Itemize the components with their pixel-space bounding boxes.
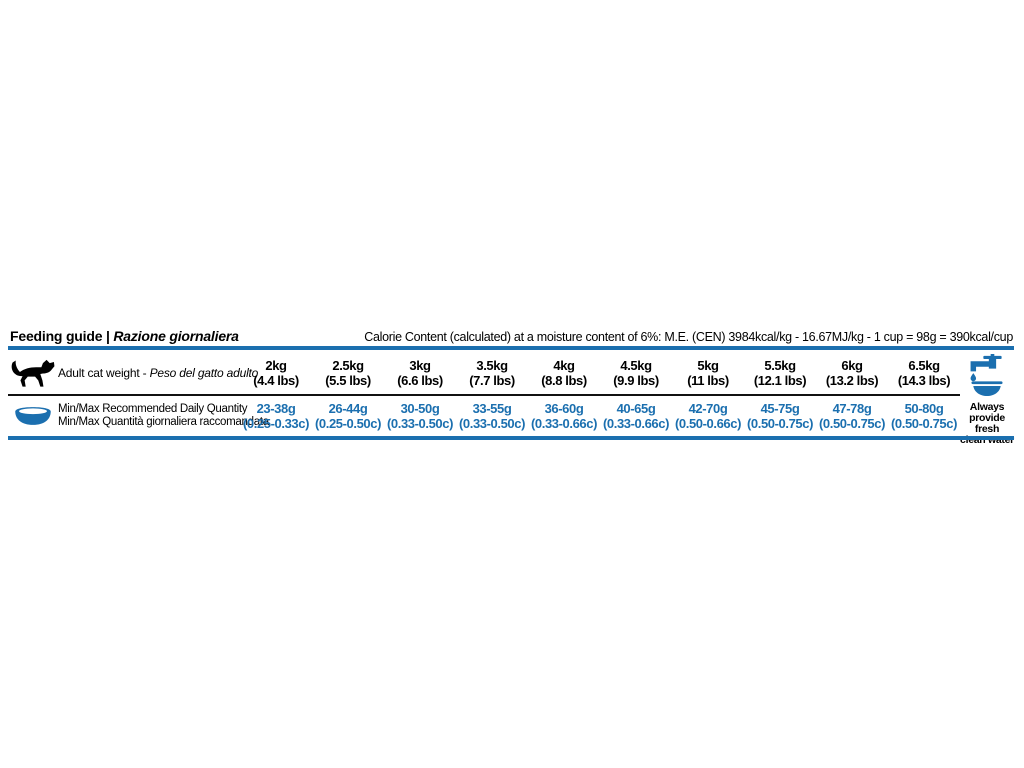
title-italian: Razione giornaliera: [113, 328, 239, 344]
quantity-cell: 47-78g (0.50-0.75c): [818, 400, 886, 432]
row-divider-line: [8, 394, 960, 396]
quantity-label-line1: Min/Max Recommended Daily Quantity: [58, 402, 248, 415]
quantity-cell: 23-38g (0.25-0.33c): [242, 400, 310, 432]
food-bowl-icon: [8, 405, 58, 427]
quantity-label-line2-italic: Quantità giornaliera raccomandata: [102, 416, 269, 428]
table-bottom-line: [8, 436, 1014, 440]
weight-cell: 3.5kg (7.7 lbs): [469, 357, 515, 389]
quantity-row-label: Min/Max Recommended Daily Quantity Min/M…: [58, 403, 269, 430]
weight-cell: 5kg (11 lbs): [687, 357, 729, 389]
quantity-label-line2-prefix: Min/Max: [58, 416, 103, 428]
weight-cell: 5.5kg (12.1 lbs): [753, 357, 807, 389]
weight-row-label: Adult cat weight - Peso del gatto adulto: [58, 366, 258, 380]
weight-cell: 3kg (6.6 lbs): [397, 357, 443, 389]
weight-row-label-cell: Adult cat weight - Peso del gatto adulto: [8, 358, 258, 388]
quantity-cell: 30-50g (0.33-0.50c): [386, 400, 454, 432]
quantity-row-label-cell: Min/Max Recommended Daily Quantity Min/M…: [8, 403, 269, 430]
weight-cell: 4.5kg (9.9 lbs): [613, 357, 659, 389]
water-tap-icon: [970, 354, 1003, 396]
weight-cell: 4kg (8.8 lbs): [541, 357, 587, 389]
title-main: Feeding guide |: [10, 328, 114, 344]
quantity-cell: 50-80g (0.50-0.75c): [890, 400, 958, 432]
calorie-content-text: Calorie Content (calculated) at a moistu…: [364, 330, 1013, 344]
feeding-guide-title: Feeding guide | Razione giornaliera: [10, 328, 239, 344]
weight-cell: 2.5kg (5.5 lbs): [325, 357, 371, 389]
weight-cell: 2kg (4.4 lbs): [253, 357, 299, 389]
weight-label-sep: -: [139, 366, 150, 380]
fresh-water-column: Always provide fresh clean water: [958, 352, 1016, 446]
table-row-weight: Adult cat weight - Peso del gatto adulto…: [8, 352, 960, 394]
quantity-cell: 36-60g (0.33-0.66c): [530, 400, 598, 432]
weight-cell: 6kg (13.2 lbs): [825, 357, 879, 389]
quantity-cell: 42-70g (0.50-0.66c): [674, 400, 742, 432]
weight-label-en: Adult cat weight: [58, 366, 140, 380]
table-row-quantity: Min/Max Recommended Daily Quantity Min/M…: [8, 396, 960, 436]
quantity-cell: 26-44g (0.25-0.50c): [314, 400, 382, 432]
quantity-cell: 45-75g (0.50-0.75c): [746, 400, 814, 432]
quantity-cell: 40-65g (0.33-0.66c): [602, 400, 670, 432]
weight-cell: 6.5kg (14.3 lbs): [897, 357, 951, 389]
water-note: Always provide fresh clean water: [960, 401, 1014, 446]
cat-icon: [8, 358, 58, 388]
header-divider-line: [8, 346, 1014, 350]
quantity-cell: 33-55g (0.33-0.50c): [458, 400, 526, 432]
weight-label-it: Peso del gatto adulto: [149, 366, 259, 380]
